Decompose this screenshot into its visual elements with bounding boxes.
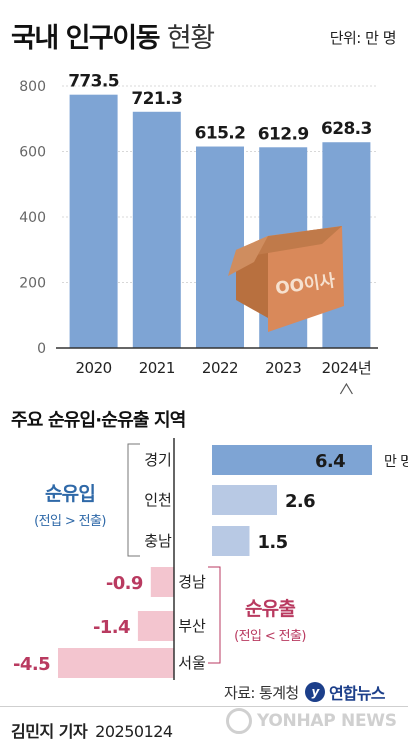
outflow-bracket [208,566,221,664]
outflow-title: 순유출 [244,598,296,620]
bar-value-label: -4.5 [13,654,50,675]
yonhap-logo-icon: y [305,682,325,702]
x-tick-label: 2023 [265,359,301,377]
value-unit-suffix: 만 명 [384,454,408,470]
y-tick-label: 600 [19,145,46,161]
inflow-label: 순유입 (전입 > 전출) [18,479,122,529]
region-section-title: 주요 순유입·순유출 지역 [11,410,186,431]
outflow-note: (전입 < 전출) [234,629,306,644]
category-label: 서울 [178,654,206,672]
bar-경기 [212,445,372,475]
category-label: 부산 [178,617,206,635]
watermark-logo-icon [226,708,252,734]
unit-label: 단위: 만 명 [329,29,397,47]
bar-2022 [196,146,244,348]
box-open-flap [250,226,342,256]
bar-2021 [132,111,181,348]
bar-value-label: 612.9 [258,124,309,144]
publish-date: 20250124 [95,722,173,741]
inflow-note: (전입 > 전출) [34,514,106,529]
category-label: 인천 [144,491,172,509]
moving-box-illustration: OO이사 [228,226,344,332]
byline: 김민지 기자 20250124 [11,718,173,742]
bar-value-label: 628.3 [321,119,372,139]
outflow-label: 순유출 (전입 < 전출) [212,594,328,644]
page-title: 국내 인구이동 현황 [11,16,215,55]
bar-충남 [212,526,250,556]
region-flow-chart: 경기 6.4 만 명인천 2.6 충남 1.5 경남 -0.9 부산 -1.4 서울 -4.5 [13,438,408,680]
y-tick-label: 0 [37,341,46,357]
title-sub: 현황 [166,23,215,54]
category-label: 경기 [144,451,172,469]
bar-부산 [137,611,174,641]
bar-value-label: 1.5 [258,532,288,553]
box-left-flap [228,236,268,276]
x-tick-label: 2021 [139,359,175,377]
bar-value-label: -0.9 [106,573,143,594]
bar-value-label: 2.6 [285,491,315,512]
bar-value-label: 773.5 [68,72,119,92]
bar-value-label: 721.3 [131,89,182,109]
agency-name: 연합뉴스 [329,684,385,703]
x-tick-label: 2024년 [322,359,371,377]
footer-divider [0,706,408,707]
break-caret-icon [339,382,353,395]
bar-value-label: 615.2 [195,124,246,144]
box-front-face [268,226,344,332]
agency-logo: y 연합뉴스 [305,680,385,704]
source-note: 자료: 통계청 [224,684,299,702]
x-tick-label: 2022 [202,359,238,377]
annual-migration-chart: 0 200 400 600 800 773.5 2020 721.3 2021 615.2 2022… [19,72,378,395]
y-tick-label: 800 [19,79,46,95]
bar-value-label: -1.4 [93,617,130,638]
reporter-name: 김민지 기자 [11,722,88,741]
bar-인천 [212,485,277,515]
bar-서울 [58,648,174,678]
category-label: 충남 [144,532,172,550]
bar-value-label: 6.4 [315,451,345,472]
y-tick-label: 400 [19,210,46,226]
watermark: YONHAP NEWS [226,708,397,734]
inflow-title: 순유입 [44,483,96,505]
y-tick-label: 200 [19,276,46,292]
inflow-bracket [127,443,140,557]
title-main: 국내 인구이동 [11,23,160,54]
bar-2020 [69,94,118,349]
watermark-text: YONHAP NEWS [257,711,397,731]
category-label: 경남 [178,573,206,591]
bar-경남 [150,567,174,597]
x-tick-label: 2020 [76,359,112,377]
